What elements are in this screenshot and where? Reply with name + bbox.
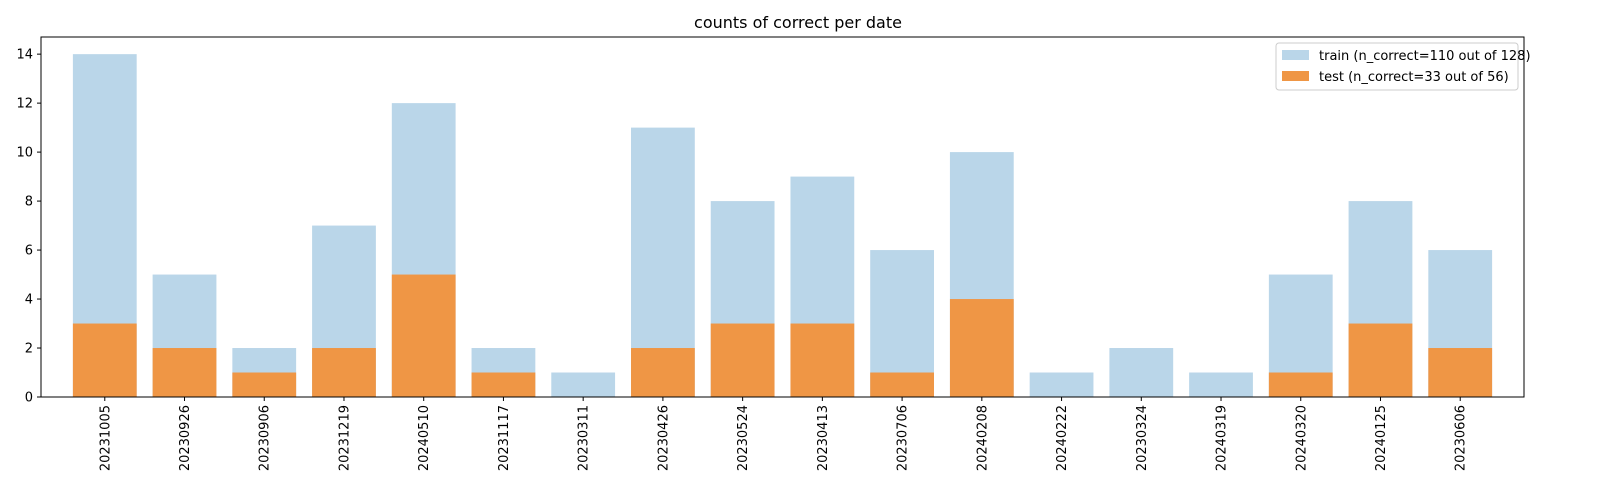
x-tick-label-20240222: 20240222 bbox=[1055, 405, 1070, 471]
bar-test-20240510 bbox=[391, 274, 456, 397]
y-tick-label-2: 2 bbox=[25, 342, 33, 357]
bar-train-20230324 bbox=[1109, 348, 1174, 397]
x-tick-label-20231005: 20231005 bbox=[98, 405, 113, 471]
legend-swatch-train bbox=[1282, 50, 1309, 60]
bar-train-20240222 bbox=[1029, 372, 1094, 397]
x-tick-label-20230524: 20230524 bbox=[736, 405, 751, 471]
legend-box bbox=[1275, 42, 1519, 91]
x-tick-label-20230706: 20230706 bbox=[896, 405, 911, 471]
x-tick-label-20231219: 20231219 bbox=[337, 405, 352, 471]
bar-test-20230706 bbox=[870, 372, 934, 397]
x-tick-label-20230606: 20230606 bbox=[1454, 405, 1469, 471]
bar-test-20230926 bbox=[152, 348, 217, 397]
bar-test-20230426 bbox=[631, 348, 695, 397]
legend-label-train: train (n_correct=110 out of 128) bbox=[1319, 49, 1531, 64]
x-axis: 20231005 20230926 20230906 20231219 20240510… bbox=[98, 397, 1469, 471]
legend-swatch-test bbox=[1282, 71, 1309, 81]
bar-test-20230413 bbox=[790, 323, 855, 397]
x-tick-label-20240510: 20240510 bbox=[417, 405, 432, 471]
y-tick-label-10: 10 bbox=[16, 146, 33, 161]
y-tick-label-6: 6 bbox=[25, 244, 33, 259]
chart-title: counts of correct per date bbox=[694, 13, 902, 32]
bar-test-20240125 bbox=[1348, 323, 1413, 397]
x-tick-label-20230426: 20230426 bbox=[656, 405, 671, 471]
y-tick-label-14: 14 bbox=[16, 48, 33, 63]
bar-test-20230906 bbox=[232, 372, 297, 397]
bar-test-20231117 bbox=[471, 372, 536, 397]
x-tick-label-20230926: 20230926 bbox=[178, 405, 193, 471]
bar-test-20230524 bbox=[710, 323, 775, 397]
legend: train (n_correct=110 out of 128) test (n… bbox=[1275, 42, 1531, 91]
bar-train-20230311 bbox=[551, 372, 616, 397]
x-tick-label-20240320: 20240320 bbox=[1294, 405, 1309, 471]
x-tick-label-20230324: 20230324 bbox=[1135, 405, 1150, 471]
y-tick-label-0: 0 bbox=[25, 391, 33, 406]
x-tick-label-20240125: 20240125 bbox=[1374, 405, 1389, 471]
x-tick-label-20230413: 20230413 bbox=[816, 405, 831, 471]
y-axis: 0 2 4 6 8 10 12 14 bbox=[16, 48, 41, 406]
bars-group bbox=[72, 54, 1493, 398]
bar-test-20230606 bbox=[1428, 348, 1493, 397]
x-tick-label-20230906: 20230906 bbox=[258, 405, 273, 471]
x-tick-label-20230311: 20230311 bbox=[577, 405, 592, 471]
bar-train-20240319 bbox=[1189, 372, 1253, 397]
plot-frame bbox=[40, 36, 1525, 398]
bar-test-20231219 bbox=[312, 348, 376, 397]
x-tick-label-20240208: 20240208 bbox=[975, 405, 990, 471]
bar-test-20240208 bbox=[949, 299, 1014, 397]
bar-test-20231005 bbox=[72, 323, 137, 397]
y-tick-label-8: 8 bbox=[25, 195, 33, 210]
x-tick-label-20231117: 20231117 bbox=[497, 405, 512, 471]
x-tick-label-20240319: 20240319 bbox=[1215, 405, 1230, 471]
y-tick-label-12: 12 bbox=[16, 97, 33, 112]
y-tick-label-4: 4 bbox=[25, 293, 33, 308]
legend-label-test: test (n_correct=33 out of 56) bbox=[1319, 70, 1509, 85]
bar-test-20240320 bbox=[1268, 372, 1333, 397]
